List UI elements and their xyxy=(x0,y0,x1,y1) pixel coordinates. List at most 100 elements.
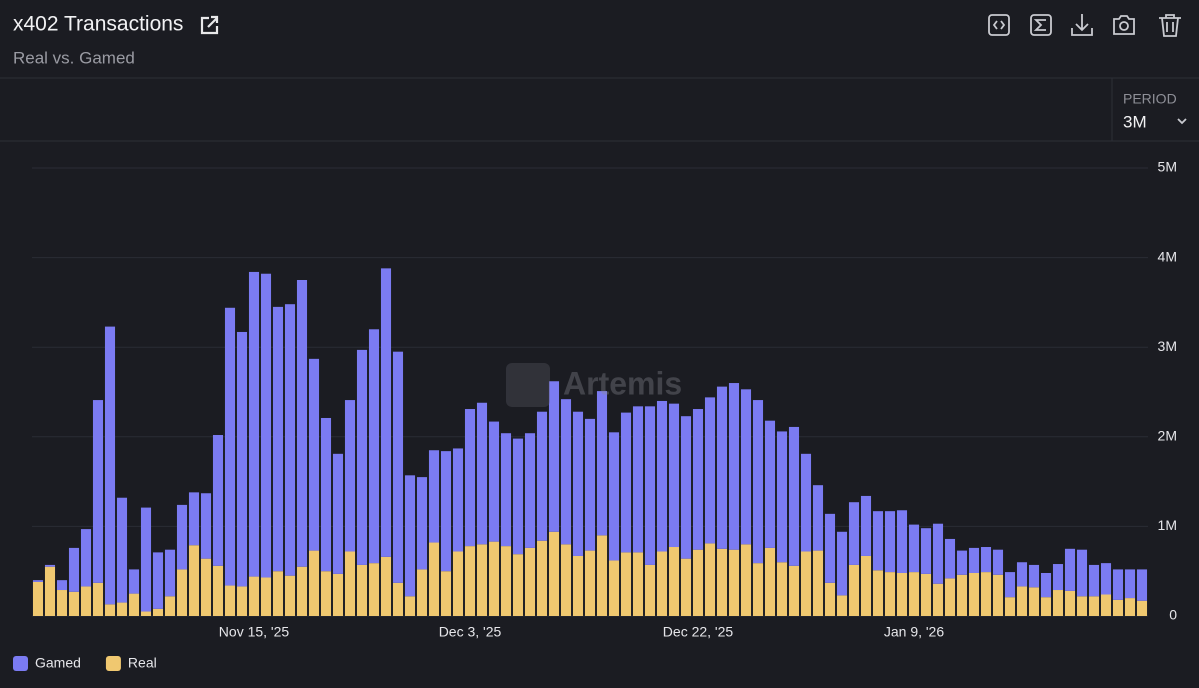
bar-segment xyxy=(872,511,884,571)
bar-segment xyxy=(536,540,548,616)
title: x402 Transactions xyxy=(13,13,183,36)
bar-segment xyxy=(1040,597,1052,616)
bar-segment xyxy=(788,426,800,566)
bar-segment xyxy=(932,523,944,584)
bar-segment xyxy=(644,564,656,616)
bar-segment xyxy=(512,438,524,555)
bar-segment xyxy=(776,562,788,616)
bar-segment xyxy=(596,535,608,616)
bar-segment xyxy=(728,549,740,616)
bar-segment xyxy=(1076,549,1088,597)
embed-icon[interactable] xyxy=(988,14,1010,36)
bar-segment xyxy=(32,580,44,582)
period-label: PERIOD xyxy=(1123,91,1177,107)
bar-segment xyxy=(452,448,464,552)
bar-segment xyxy=(440,571,452,616)
bar-segment xyxy=(1088,564,1100,597)
bar-segment xyxy=(1052,590,1064,616)
bar-segment xyxy=(764,547,776,616)
bar-segment xyxy=(128,593,140,616)
legend-swatch xyxy=(13,656,28,671)
bar-segment xyxy=(428,542,440,616)
screenshot-icon[interactable] xyxy=(1113,15,1135,35)
bar-segment xyxy=(908,572,920,616)
bar-segment xyxy=(848,564,860,616)
bar-segment xyxy=(836,595,848,616)
bar-segment xyxy=(992,549,1004,575)
bar-segment xyxy=(260,273,272,578)
bar-segment xyxy=(392,582,404,616)
formula-icon[interactable] xyxy=(1030,14,1052,36)
bar-segment xyxy=(704,397,716,544)
bar-segment xyxy=(692,409,704,550)
bar-segment xyxy=(164,549,176,597)
bar-segment xyxy=(980,572,992,616)
bar-segment xyxy=(164,596,176,616)
bar-segment xyxy=(416,477,428,570)
bar-segment xyxy=(416,569,428,616)
bar-segment xyxy=(1028,587,1040,616)
delete-icon[interactable] xyxy=(1159,14,1181,37)
bar-segment xyxy=(620,552,632,616)
bar-segment xyxy=(188,545,200,616)
bar-segment xyxy=(800,551,812,616)
bar-segment xyxy=(200,493,212,559)
bar-segment xyxy=(152,608,164,616)
download-icon[interactable] xyxy=(1071,14,1093,36)
legend-label: Gamed xyxy=(35,655,81,671)
bar-segment xyxy=(884,511,896,573)
bar-segment xyxy=(1112,569,1124,600)
bar-segment xyxy=(380,268,392,557)
bar-segment xyxy=(224,307,236,586)
bar-segment xyxy=(332,573,344,616)
bar-segment xyxy=(56,590,68,616)
bar-segment xyxy=(932,583,944,616)
bar-segment xyxy=(1064,590,1076,616)
bar-segment xyxy=(716,386,728,549)
bar-segment xyxy=(584,418,596,551)
bar-segment xyxy=(1136,600,1148,616)
bar-segment xyxy=(476,544,488,616)
bar-segment xyxy=(488,421,500,542)
bar-segment xyxy=(1016,586,1028,616)
bar-segment xyxy=(1100,594,1112,616)
bar-segment xyxy=(296,566,308,616)
bar-segment xyxy=(908,524,920,573)
bar-segment xyxy=(80,586,92,616)
period-dropdown-icon[interactable] xyxy=(1177,118,1187,125)
bar-segment xyxy=(452,551,464,616)
x-tick-label: Nov 15, '25 xyxy=(219,624,290,640)
bar-segment xyxy=(968,547,980,573)
x-tick-label: Dec 22, '25 xyxy=(663,624,734,640)
bar-segment xyxy=(1088,596,1100,616)
bar-segment xyxy=(320,571,332,616)
watermark: Artemis xyxy=(506,363,682,407)
bar-segment xyxy=(896,572,908,616)
bar-segment xyxy=(524,433,536,548)
bar-segment xyxy=(740,389,752,545)
bar-segment xyxy=(956,574,968,616)
bar-segment xyxy=(212,565,224,616)
bar-segment xyxy=(344,551,356,616)
plot: 0 1M 2M 3M 4M 5M Nov 15, '25 Dec 3, '25 Dec 22, … xyxy=(32,159,1177,640)
bar-segment xyxy=(584,550,596,616)
bar-segment xyxy=(56,580,68,591)
bar-segment xyxy=(80,529,92,587)
period-value[interactable]: 3M xyxy=(1123,112,1147,131)
bar-segment xyxy=(1028,564,1040,588)
bar-segment xyxy=(200,558,212,616)
bar-segment xyxy=(1136,569,1148,601)
bar-segment xyxy=(404,475,416,597)
bar-segment xyxy=(248,271,260,577)
bar-segment xyxy=(668,547,680,616)
bar-segment xyxy=(236,331,248,587)
bar-segment xyxy=(1004,572,1016,598)
bar-segment xyxy=(800,453,812,552)
bar-segment xyxy=(284,575,296,616)
watermark-text: Artemis xyxy=(563,365,682,401)
bar-segment xyxy=(1124,569,1136,599)
bar-segment xyxy=(524,547,536,616)
external-link-icon[interactable] xyxy=(200,15,219,35)
bar-segment xyxy=(308,550,320,616)
bar-segment xyxy=(356,564,368,616)
